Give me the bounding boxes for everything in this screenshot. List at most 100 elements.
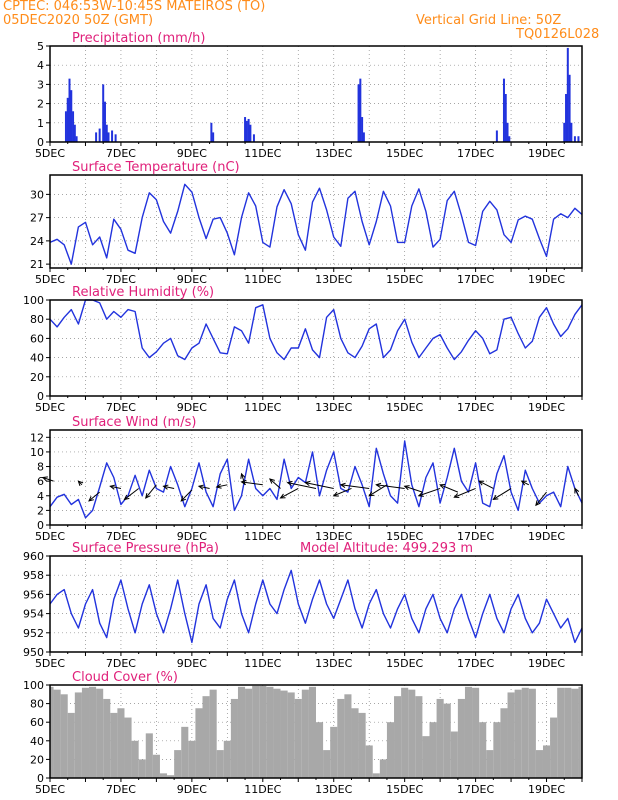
cloud-bar — [564, 687, 572, 778]
xtick-label: 15DEC — [386, 783, 423, 796]
precip-bar — [70, 90, 73, 142]
panel-3: 0 20 40 60 80 100 5DEC 7DEC 9DEC 11DEC 13DEC 15DEC 1… — [23, 285, 583, 414]
cloud-bar — [145, 733, 153, 778]
xtick-label: 17DEC — [457, 147, 494, 160]
cloud-bar — [174, 750, 182, 778]
cloud-bar — [464, 686, 473, 778]
wind-arrow-shaft — [521, 480, 530, 486]
ytick-label: 60 — [30, 332, 44, 345]
ytick-label: 80 — [30, 698, 44, 711]
xtick-label: 19DEC — [528, 147, 565, 160]
cloud-bar — [571, 688, 579, 778]
cloud-bar — [50, 686, 54, 778]
series-line — [49, 569, 583, 644]
wind-arrow-head — [88, 496, 94, 502]
wind-arrow-shaft — [88, 491, 100, 502]
wind-arrow-head — [368, 491, 375, 497]
cloud-bar — [557, 687, 565, 778]
wind-arrow-head — [520, 480, 527, 486]
xtick-label: 7DEC — [106, 273, 136, 286]
precip-bar — [252, 134, 255, 142]
wind-arrow-head — [41, 476, 48, 482]
wind-arrow-shaft — [493, 488, 512, 500]
precip-bar — [361, 117, 364, 142]
ytick-label: 8 — [37, 461, 44, 474]
wind-arrow-head — [269, 478, 275, 484]
panel-frame — [49, 684, 583, 779]
wind-arrow-shaft — [404, 485, 423, 493]
cloud-bar — [202, 696, 210, 778]
wind-arrow — [145, 484, 157, 499]
cloud-bar — [287, 692, 295, 778]
cloud-bar — [542, 745, 551, 778]
cloud-bar — [344, 694, 352, 778]
ytick-label: 2 — [37, 98, 44, 111]
panel-title: Cloud Cover (%) — [72, 670, 178, 685]
cloud-bar — [401, 687, 409, 778]
ytick-label: 958 — [23, 569, 44, 582]
wind-arrow — [520, 480, 530, 486]
panel-frame — [49, 174, 583, 269]
wind-arrow-head — [77, 480, 84, 487]
ytick-label: 5 — [37, 40, 44, 53]
wind-arrow — [492, 488, 512, 501]
precip-bar — [244, 117, 247, 142]
wind-arrow-head — [240, 479, 247, 486]
ytick-label: 12 — [30, 431, 44, 444]
cloud-bar — [379, 759, 387, 778]
cloud-bar — [528, 688, 536, 778]
xtick-label: 13DEC — [315, 783, 352, 796]
precip-bar — [66, 97, 69, 142]
wind-arrow-head — [180, 495, 187, 502]
ytick-label: 20 — [30, 371, 44, 384]
wind-arrow — [269, 478, 281, 489]
wind-arrow — [535, 491, 547, 507]
ytick-label: 4 — [37, 490, 44, 503]
ytick-label: 20 — [30, 753, 44, 766]
cloud-bar — [514, 689, 522, 778]
xtick-label: 19DEC — [528, 783, 565, 796]
wind-arrow-shaft — [42, 477, 54, 482]
xtick-label: 7DEC — [106, 657, 136, 670]
precip-bar — [102, 84, 105, 142]
wind-arrow-head — [535, 500, 541, 507]
panel-frame — [49, 555, 583, 653]
ytick-label: 0 — [37, 390, 44, 403]
wind-arrow — [41, 476, 54, 482]
panel-frame — [49, 45, 583, 143]
xtick-label: 11DEC — [244, 657, 281, 670]
cloud-bar — [216, 750, 224, 778]
wind-arrow-head — [162, 484, 169, 490]
wind-arrow-shaft — [110, 485, 122, 489]
ytick-label: 10 — [30, 446, 44, 459]
precip-bar — [359, 78, 362, 142]
precip-bar — [508, 136, 511, 142]
cloud-bar — [188, 740, 196, 778]
xtick-label: 5DEC — [35, 530, 65, 543]
wind-arrow-head — [439, 484, 446, 489]
cloud-bar — [330, 726, 338, 778]
header-grid-note: Vertical Grid Line: 50Z — [416, 13, 562, 28]
wind-arrow-head — [304, 480, 311, 487]
ytick-label: 80 — [30, 313, 44, 326]
panel-6: 0 20 40 60 80 100 5DEC 7DEC 9DEC 11DEC 13DEC 15DEC 1… — [23, 670, 583, 796]
header-date: 05DEC2020 50Z (GMT) — [3, 13, 154, 28]
xtick-label: 5DEC — [35, 657, 65, 670]
cloud-bar — [280, 690, 288, 778]
xtick-label: 13DEC — [315, 273, 352, 286]
xtick-label: 19DEC — [528, 657, 565, 670]
precip-bar — [105, 124, 108, 142]
wind-arrow — [332, 487, 352, 497]
xtick-label: 17DEC — [457, 273, 494, 286]
ytick-label: 30 — [30, 188, 44, 201]
wind-arrow-head — [332, 491, 339, 497]
cloud-bar — [500, 708, 508, 778]
xtick-label: 9DEC — [177, 657, 207, 670]
ytick-label: 0 — [37, 772, 44, 785]
wind-arrow — [574, 487, 580, 496]
xtick-label: 17DEC — [457, 783, 494, 796]
cloud-bar — [195, 708, 203, 778]
xtick-label: 13DEC — [315, 657, 352, 670]
cloud-bar — [308, 686, 316, 778]
